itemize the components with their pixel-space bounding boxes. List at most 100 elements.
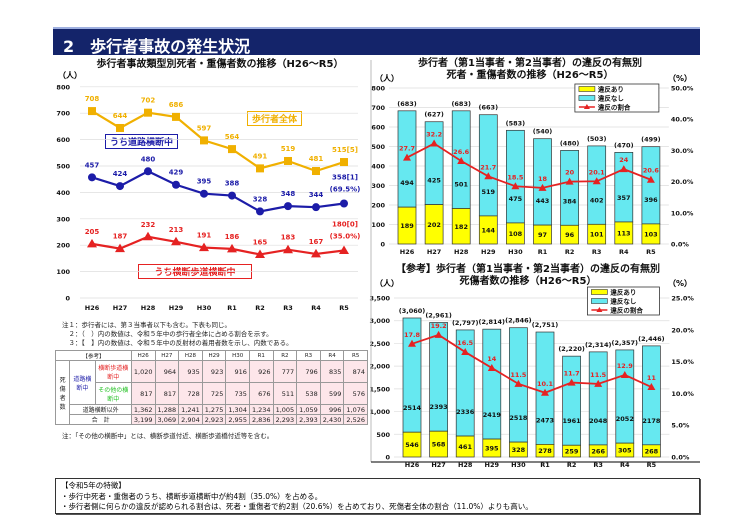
bar-value: 402 (590, 196, 604, 204)
legend-label: 違反あり (598, 85, 624, 94)
ratio-label: 26.6 (453, 148, 470, 156)
bar-value: 2178 (642, 417, 661, 425)
y2-tick-label: 50.0% (671, 85, 694, 93)
ratio-point (514, 379, 523, 387)
data-label: 232 (141, 221, 156, 229)
total-label: (627) (424, 111, 444, 119)
series-label-road: うち道路横断中 (105, 134, 179, 149)
y-tick-label: 400 (371, 163, 385, 171)
bar-value: 97 (538, 231, 547, 239)
ratio-line (406, 142, 652, 189)
series-line-2 (91, 235, 345, 256)
section-header: 2 歩行者事故の発生状況 (53, 27, 700, 56)
legend-swatch (591, 298, 608, 304)
x-tick-label: R3 (283, 304, 293, 312)
ratio-point (461, 348, 470, 356)
legend-swatch (591, 289, 608, 295)
x-tick-label: H28 (454, 248, 469, 256)
bar-violation (641, 223, 661, 245)
bar-value: 546 (405, 441, 419, 449)
ratio-label: 10.1 (537, 380, 554, 388)
data-point (339, 245, 349, 254)
table-cell: 796 (296, 360, 321, 383)
bar-value: 396 (644, 196, 658, 204)
x-tick-label: H30 (508, 248, 523, 256)
legend-label: 違反あり (610, 288, 636, 297)
year-header: R1 (248, 350, 274, 361)
table-cell: 725 (201, 382, 227, 405)
table-row: 死傷者数 道路横断中 横断歩道横断中 1,020 964 935 923 916 926 777 7… (54, 360, 368, 425)
legend-label: 違反なし (598, 94, 624, 103)
ratio-point (538, 183, 547, 191)
y-tick-label: 800 (56, 83, 70, 91)
total-label: (583) (506, 119, 526, 127)
table-cell: 1,234 (248, 404, 274, 415)
bar-violation (424, 204, 444, 245)
bar-value: 101 (590, 231, 604, 239)
chart1-title: 歩行者事故類型別死者・重傷者数の推移（H26～R5） (96, 59, 344, 70)
x-tick-label: H26 (85, 304, 100, 312)
y2-tick-label: 15.0% (671, 358, 694, 366)
ratio-label: 12.9 (617, 362, 634, 370)
legend-label: 違反の割合 (610, 306, 643, 315)
y-tick-label: 500 (56, 163, 70, 171)
features-box: 【令和5年の特徴】 ・歩行中死者・重傷者のうち、横断歩道横断中が約4割（35.0… (55, 478, 700, 514)
x-tick-label: H29 (485, 461, 500, 469)
x-tick-label: R4 (619, 248, 629, 256)
data-label: 186 (225, 233, 240, 241)
data-point (200, 189, 208, 198)
total-label: (503) (587, 135, 607, 143)
table-cell: 1,020 (130, 360, 156, 383)
bar-value: 494 (400, 179, 414, 187)
ratio-label: 18 (538, 175, 548, 183)
total-label: (2,314) (585, 341, 612, 349)
table-cell: 735 (225, 382, 250, 405)
x-tick-label: H28 (141, 304, 156, 312)
data-label: 187 (113, 233, 128, 241)
bar-value: 144 (482, 226, 496, 234)
x-tick-label: H29 (169, 304, 184, 312)
row-label: その他の横断中 (94, 382, 132, 405)
table-cell: 2,904 (178, 414, 203, 425)
data-label: 180[0] (332, 220, 358, 228)
data-point (172, 180, 180, 189)
bar-no-violation (588, 351, 608, 446)
data-label: 395 (197, 178, 212, 186)
ratio-point (565, 177, 574, 185)
bar-violation (614, 221, 634, 245)
table-cell: 2,923 (201, 414, 227, 425)
x-tick-label: H30 (511, 461, 526, 469)
table-cell: 835 (319, 360, 345, 383)
data-label: 564 (225, 133, 240, 141)
series-line-1 (91, 170, 345, 213)
feature-item: ・歩行中死者・重傷者のうち、横断歩道横断中が約4割（35.0%）を占める。 (61, 491, 323, 501)
bar-no-violation (641, 146, 661, 225)
ratio-point (646, 175, 655, 183)
subgroup-label: 道路横断中 (69, 360, 96, 405)
share-label: (69.5%) (330, 185, 361, 193)
bar-value: 266 (591, 447, 605, 455)
bar-value: 475 (509, 195, 523, 203)
bar-violation (455, 435, 475, 458)
bar-value: 2473 (536, 416, 554, 424)
ratio-point (408, 339, 416, 347)
bar-value: 108 (509, 230, 523, 238)
ratio-label: 17.8 (404, 331, 421, 339)
legend-marker (583, 104, 590, 109)
data-label: 344 (309, 191, 324, 199)
data-label: 348 (281, 190, 296, 198)
features-heading: 【令和5年の特徴】 (61, 481, 126, 490)
table-cell: 3,069 (154, 414, 180, 425)
bar-value: 2514 (403, 404, 422, 412)
y-tick-label: 300 (56, 215, 70, 223)
ratio-label: 11.5 (590, 371, 607, 379)
y2-tick-label: 0.0% (671, 241, 690, 249)
data-point (200, 136, 208, 145)
x-tick-label: R5 (647, 461, 657, 469)
table-cell: 2,526 (343, 414, 368, 425)
y-tick-label: 100 (371, 221, 385, 229)
table-cell: 2,293 (272, 414, 298, 425)
ratio-label: 16.5 (457, 339, 474, 347)
ratio-point (457, 157, 466, 165)
